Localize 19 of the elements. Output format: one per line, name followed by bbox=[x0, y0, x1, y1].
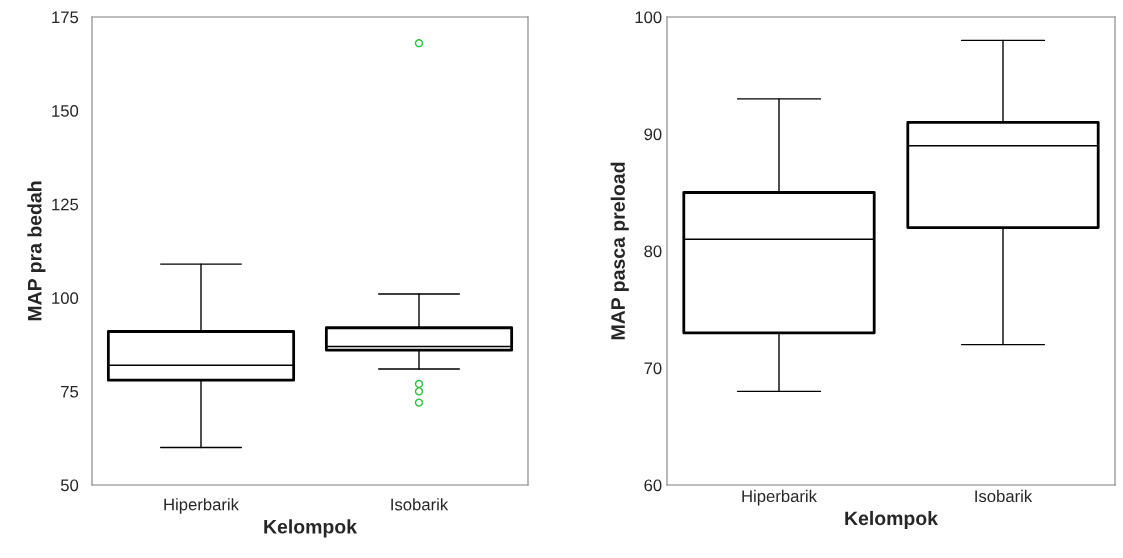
x-tick-label: Isobarik bbox=[975, 489, 1033, 503]
y-tick-label: 75 bbox=[61, 385, 79, 398]
y-tick-label: 100 bbox=[635, 11, 662, 24]
y-tick-label: 70 bbox=[644, 362, 662, 375]
y-axis-title: MAP pasca preload bbox=[610, 162, 629, 340]
y-tick-label: 150 bbox=[52, 105, 79, 117]
x-tick-label: Isobarik bbox=[391, 498, 449, 511]
y-tick-label: 60 bbox=[644, 479, 662, 492]
y-tick-label: 50 bbox=[60, 479, 79, 492]
x-tick-label: Hiperbarik bbox=[164, 498, 239, 514]
y-tick-label: 100 bbox=[52, 292, 79, 304]
y-tick-label: 90 bbox=[644, 128, 662, 141]
x-axis-title: Kelompok bbox=[845, 510, 939, 530]
y-tick-label: 125 bbox=[52, 198, 79, 211]
y-tick-label: 175 bbox=[52, 11, 79, 24]
y-tick-label: 80 bbox=[644, 245, 662, 258]
x-axis-title: Kelompok bbox=[264, 519, 358, 538]
x-tick-label: Hiperbarik bbox=[742, 489, 817, 506]
y-axis-title: MAP pra bedah bbox=[27, 181, 46, 321]
